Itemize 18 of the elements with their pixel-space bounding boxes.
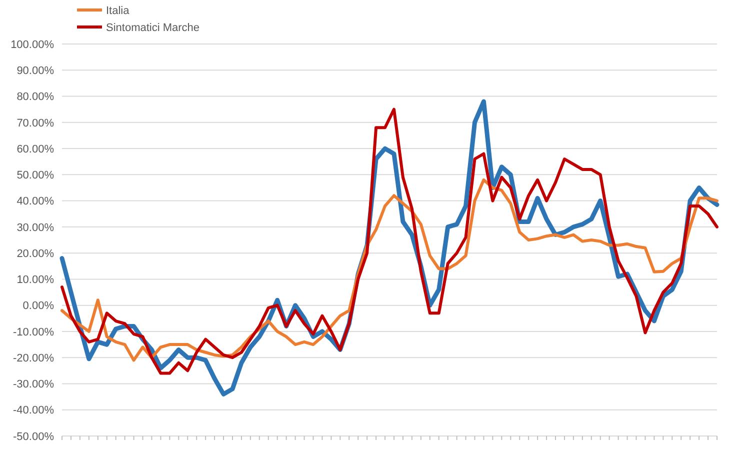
- y-tick-label: 100.00%: [10, 38, 54, 51]
- y-tick-label: -20.00%: [13, 352, 54, 364]
- y-tick-label: 80.00%: [16, 91, 54, 104]
- y-tick-label: 70.00%: [16, 117, 54, 130]
- y-tick-label: 90.00%: [16, 64, 54, 77]
- legend-label: Italia: [106, 4, 130, 17]
- y-tick-label: -30.00%: [13, 378, 54, 391]
- y-tick-label: 50.00%: [16, 170, 54, 182]
- y-tick-label: 0.00%: [22, 300, 54, 312]
- y-tick-label: 20.00%: [16, 248, 54, 260]
- y-tick-label: -50.00%: [13, 430, 54, 443]
- y-tick-label: 60.00%: [16, 143, 54, 156]
- legend-label: Sintomatici Marche: [106, 22, 200, 34]
- y-tick-label: -40.00%: [13, 404, 54, 417]
- y-tick-label: 40.00%: [16, 196, 54, 208]
- y-tick-label: -10.00%: [13, 326, 54, 338]
- y-tick-label: 30.00%: [16, 222, 54, 234]
- y-tick-label: 10.00%: [16, 274, 54, 286]
